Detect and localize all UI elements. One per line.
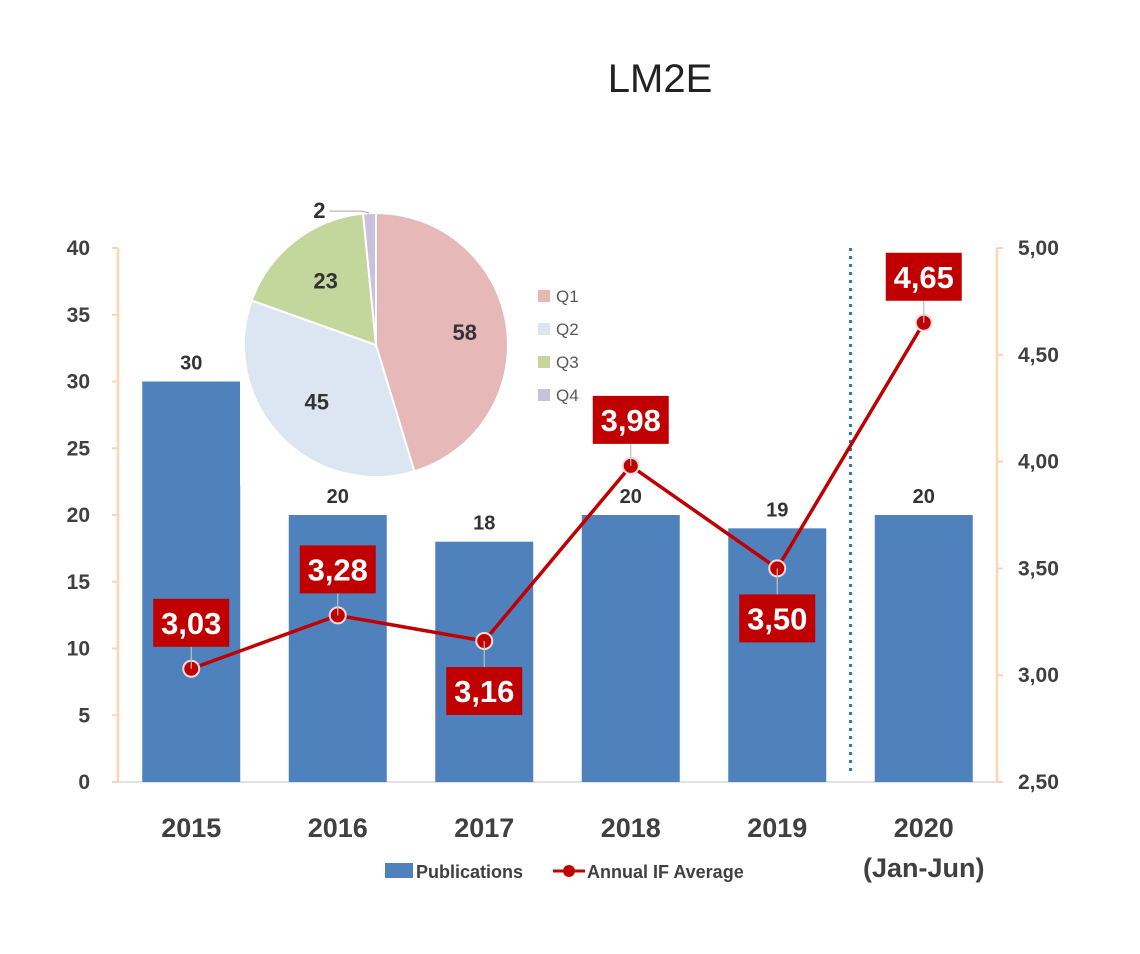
publications-bar-value-label: 19 bbox=[766, 499, 788, 521]
pie-legend-label: Q4 bbox=[556, 386, 579, 405]
chart-title: LM2E bbox=[608, 57, 713, 101]
if-value-label: 3,03 bbox=[161, 606, 221, 641]
left-axis-tick-label: 25 bbox=[67, 437, 91, 460]
legend-swatch-if-marker bbox=[563, 865, 575, 877]
pie-legend-label: Q1 bbox=[556, 287, 579, 306]
left-axis-tick-label: 5 bbox=[78, 704, 90, 727]
pie-slice-q2 bbox=[243, 299, 416, 478]
bar-chart: 0 5 10 15 20 25 30 35 40 2,50 3,00 3,50 4,00 4,50 5,00… bbox=[67, 237, 1059, 883]
right-axis-tick-label: 3,50 bbox=[1018, 557, 1059, 580]
publications-bar-value-label: 20 bbox=[620, 486, 642, 508]
pie-legend-swatch bbox=[538, 356, 550, 368]
left-axis-tick-label: 40 bbox=[67, 237, 90, 260]
pie-chart: 58 45 23 2 Q1 Q2 Q3 Q4 bbox=[240, 195, 590, 485]
pie-legend-label: Q3 bbox=[556, 353, 579, 372]
x-axis-tick-label: 2018 bbox=[601, 813, 661, 843]
if-value-label: 3,16 bbox=[454, 674, 514, 709]
left-axis-tick-label: 30 bbox=[67, 371, 90, 394]
if-value-label-box bbox=[592, 395, 669, 444]
x-axis-tick-label: 2017 bbox=[454, 813, 514, 843]
if-value-label-box bbox=[299, 545, 376, 594]
legend-label-publications: Publications bbox=[416, 862, 523, 882]
if-value-label-box bbox=[739, 594, 816, 643]
pie-slice-q3 bbox=[250, 212, 378, 347]
pie-slice-value-label: 23 bbox=[313, 268, 337, 293]
right-axis-tick-label: 2,50 bbox=[1018, 771, 1059, 794]
left-axis-tick-label: 10 bbox=[67, 638, 90, 661]
if-value-label-box bbox=[446, 667, 523, 716]
left-axis-tick-label: 35 bbox=[67, 304, 91, 327]
publications-bar-value-label: 30 bbox=[180, 353, 202, 375]
legend-swatch-publications bbox=[385, 863, 413, 878]
chart-legend: Publications Annual IF Average bbox=[385, 862, 744, 882]
publications-bar-value-label: 20 bbox=[913, 486, 935, 508]
if-average-line bbox=[190, 321, 926, 671]
if-value-label-box bbox=[885, 252, 962, 301]
publications-bar bbox=[874, 515, 973, 782]
x-axis-tick-label: 2019 bbox=[747, 813, 807, 843]
if-value-label: 4,65 bbox=[894, 260, 954, 295]
x-axis-tick-label: 2020 bbox=[894, 813, 954, 843]
pie-leader-line bbox=[329, 210, 370, 214]
pie-slice-value-label: 2 bbox=[313, 198, 325, 223]
pie-legend-label: Q2 bbox=[556, 320, 579, 339]
right-axis-tick-label: 5,00 bbox=[1018, 237, 1059, 260]
right-axis-tick-label: 4,00 bbox=[1018, 451, 1059, 474]
left-axis-tick-label: 20 bbox=[67, 504, 90, 527]
right-axis-tick-label: 4,50 bbox=[1018, 344, 1059, 367]
pie-slice-value-label: 58 bbox=[453, 320, 477, 345]
pie-slice-q1 bbox=[375, 211, 509, 473]
x-axis-tick-label: 2015 bbox=[161, 813, 221, 843]
publications-bar bbox=[581, 515, 680, 782]
pie-legend-swatch bbox=[538, 389, 550, 401]
pie-slice-q4 bbox=[361, 211, 377, 346]
publications-bar-value-label: 18 bbox=[473, 513, 495, 535]
x-axis-tick-sublabel: (Jan-Jun) bbox=[863, 853, 985, 883]
publications-bar bbox=[142, 381, 241, 782]
publications-bar-value-label: 20 bbox=[327, 486, 349, 508]
if-value-label: 3,98 bbox=[601, 403, 661, 438]
legend-label-if-average: Annual IF Average bbox=[587, 862, 744, 882]
right-axis-tick-label: 3,00 bbox=[1018, 664, 1059, 687]
pie-legend-swatch bbox=[538, 290, 550, 302]
left-axis-tick-label: 0 bbox=[78, 771, 90, 794]
x-axis-tick-label: 2016 bbox=[308, 813, 368, 843]
pie-slice-value-label: 45 bbox=[304, 389, 328, 414]
if-value-label: 3,28 bbox=[308, 552, 368, 587]
if-value-label-box bbox=[153, 598, 230, 647]
pie-legend-swatch bbox=[538, 323, 550, 335]
if-value-label: 3,50 bbox=[747, 601, 807, 636]
left-axis-tick-label: 15 bbox=[67, 571, 91, 594]
